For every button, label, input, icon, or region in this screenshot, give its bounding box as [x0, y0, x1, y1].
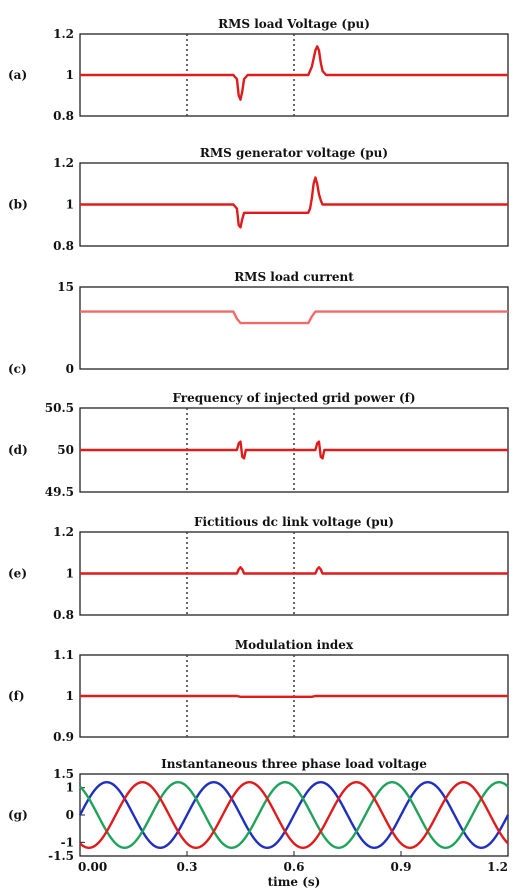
x-tick-label: 0.3 [177, 860, 198, 874]
x-tick-label: 0.6 [284, 860, 305, 874]
x-tick-label: 0.9 [391, 860, 412, 874]
y-tick-label: 0 [66, 808, 74, 822]
y-tick-label: -1.5 [48, 849, 74, 863]
series-line [80, 566, 508, 575]
series-line [80, 440, 508, 460]
panel-title: RMS load Voltage (pu) [218, 17, 370, 31]
y-tick-label: 50.5 [45, 401, 74, 415]
panel-label: (c) [8, 362, 27, 376]
panel-c: RMS load current (c) 15 0 [8, 270, 509, 376]
panel-title: Modulation index [235, 638, 354, 652]
panel-label: (e) [8, 567, 27, 581]
panel-label: (a) [8, 68, 27, 82]
panel-f: Modulation index (f) 1.1 1 0.9 [8, 638, 509, 744]
panel-label: (b) [8, 198, 28, 212]
y-tick-label: 1 [66, 781, 74, 795]
panel-a: RMS load Voltage (pu) (a) 1.2 1 0.8 [8, 17, 509, 123]
plot-frame [79, 286, 509, 370]
series-line [80, 176, 508, 229]
y-tick-label: 1 [66, 689, 74, 703]
y-tick-label: 0.9 [53, 730, 74, 744]
panel-d: Frequency of injected grid power (f) (d) 5… [8, 391, 509, 499]
panel-title: Frequency of injected grid power (f) [172, 391, 415, 405]
y-tick-label: 0.8 [53, 608, 74, 622]
series-line [80, 45, 508, 101]
panel-b: RMS generator voltage (pu) (b) 1.2 1 0.8 [8, 146, 509, 253]
panel-label: (g) [8, 808, 28, 822]
series-line-phase-2 [79, 781, 509, 849]
y-tick-label: 50 [57, 443, 74, 457]
y-tick-label: 1.2 [53, 27, 74, 41]
panel-title: RMS generator voltage (pu) [200, 146, 388, 160]
series-line-phase-1 [78, 781, 510, 849]
x-axis-label: time (s) [268, 875, 321, 889]
series-line [80, 310, 508, 325]
x-tick-label: 0.00 [78, 860, 107, 874]
y-tick-label: 0 [66, 362, 74, 376]
panel-e: Fictitious dc link voltage (pu) (e) 1.2 1 0.… [8, 515, 509, 622]
y-tick-label: 1.1 [53, 648, 74, 662]
y-tick-label: 49.5 [45, 485, 74, 499]
y-tick-label: 0.8 [53, 109, 74, 123]
y-tick-label: 0.8 [53, 239, 74, 253]
y-tick-label: 1.5 [53, 767, 74, 781]
y-tick-label: 1 [66, 68, 74, 82]
y-tick-label: 1.2 [53, 156, 74, 170]
x-tick-label: 1.2 [487, 860, 508, 874]
panel-title: Fictitious dc link voltage (pu) [194, 515, 394, 529]
y-tick-label: 1.2 [53, 525, 74, 539]
panel-g: Instantaneous three phase load voltage (g… [8, 757, 510, 889]
panel-label: (f) [8, 689, 25, 703]
panel-title: Instantaneous three phase load voltage [161, 757, 427, 771]
y-tick-label: 15 [57, 280, 74, 294]
series-line-phase-3 [79, 781, 509, 849]
y-tick-label: 1 [66, 198, 74, 212]
y-tick-label: 1 [66, 567, 74, 581]
y-tick-label: -1 [61, 835, 74, 849]
panel-title: RMS load current [234, 270, 354, 284]
panel-label: (d) [8, 443, 28, 457]
series-line [80, 694, 508, 699]
